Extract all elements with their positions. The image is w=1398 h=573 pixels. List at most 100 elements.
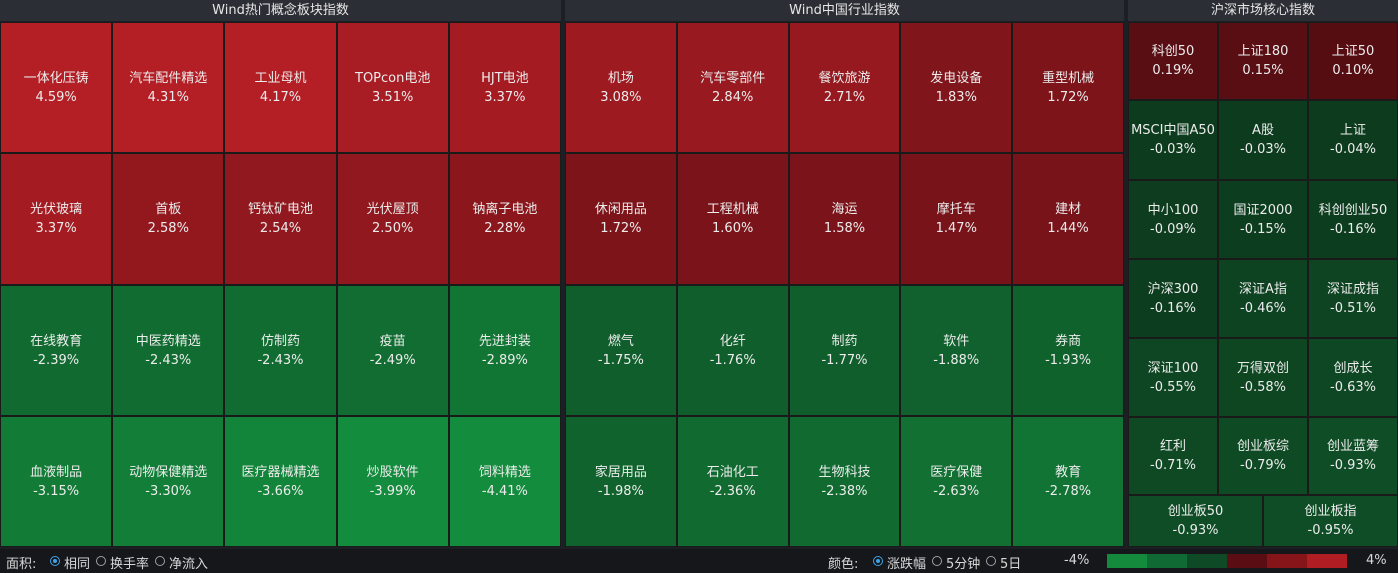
- tile[interactable]: 汽车零部件 2.84%: [676, 22, 789, 153]
- tile[interactable]: 摩托车 1.47%: [900, 153, 1013, 285]
- tile[interactable]: 钠离子电池 2.28%: [448, 153, 561, 285]
- tile[interactable]: 上证 -0.04%: [1308, 100, 1398, 180]
- tile[interactable]: 光伏屋顶 2.50%: [336, 153, 449, 285]
- tile-change: -0.03%: [1150, 142, 1196, 157]
- tile-name: 首板: [155, 202, 182, 217]
- radio-label[interactable]: 5分钟: [946, 557, 981, 572]
- scale-min: -4%: [1064, 553, 1090, 568]
- tile[interactable]: 餐饮旅游 2.71%: [788, 22, 901, 153]
- tile[interactable]: 深证100 -0.55%: [1128, 338, 1218, 417]
- radio-button[interactable]: [155, 556, 165, 566]
- tile[interactable]: 炒股软件 -3.99%: [336, 416, 449, 547]
- tile[interactable]: 燃气 -1.75%: [565, 285, 677, 416]
- tile[interactable]: 创业板50 -0.93%: [1128, 495, 1263, 547]
- tile[interactable]: 家居用品 -1.98%: [565, 416, 677, 547]
- tile-change: 0.19%: [1152, 63, 1194, 78]
- tile[interactable]: 工业母机 4.17%: [224, 22, 337, 153]
- tile[interactable]: 红利 -0.71%: [1128, 417, 1218, 495]
- tile[interactable]: 汽车配件精选 4.31%: [112, 22, 225, 153]
- tile-change: 2.84%: [712, 89, 754, 105]
- tile-change: 3.08%: [600, 89, 642, 105]
- tile[interactable]: 创成长 -0.63%: [1308, 338, 1398, 417]
- tile[interactable]: 科创创业50 -0.16%: [1308, 180, 1398, 259]
- panel-title: Wind热门概念板块指数: [0, 0, 561, 21]
- tile[interactable]: 首板 2.58%: [112, 153, 225, 285]
- tile[interactable]: 深证A指 -0.46%: [1218, 259, 1308, 338]
- radio-button[interactable]: [932, 556, 942, 566]
- tile[interactable]: 国证2000 -0.15%: [1218, 180, 1308, 259]
- tile[interactable]: 钙钛矿电池 2.54%: [224, 153, 337, 285]
- tile-change: -0.46%: [1240, 300, 1286, 316]
- radio-button[interactable]: [96, 556, 106, 566]
- tile-change: -2.39%: [33, 352, 80, 368]
- tile-name: 汽车配件精选: [129, 70, 208, 86]
- radio-label[interactable]: 相同: [64, 557, 91, 572]
- tile[interactable]: 机场 3.08%: [565, 22, 677, 153]
- tile[interactable]: 医疗保健 -2.63%: [900, 416, 1013, 547]
- radio-button[interactable]: [986, 556, 996, 566]
- radio-label[interactable]: 涨跌幅: [887, 557, 927, 572]
- tile-name: 工程机械: [706, 202, 759, 217]
- tile[interactable]: HJT电池 3.37%: [448, 22, 561, 153]
- tile-change: -2.38%: [821, 483, 868, 499]
- tile[interactable]: 血液制品 -3.15%: [0, 416, 113, 547]
- tile[interactable]: 重型机械 1.72%: [1012, 22, 1124, 153]
- tile-name: HJT电池: [481, 70, 529, 86]
- tile-name: 医疗保健: [930, 464, 983, 480]
- tile[interactable]: TOPcon电池 3.51%: [336, 22, 449, 153]
- tile-name: 疫苗: [379, 333, 406, 349]
- tile[interactable]: 建材 1.44%: [1012, 153, 1124, 285]
- tile-change: 3.37%: [484, 89, 526, 105]
- tile[interactable]: 科创50 0.19%: [1128, 22, 1218, 100]
- tile[interactable]: 创业蓝筹 -0.93%: [1308, 417, 1398, 495]
- tile[interactable]: 动物保健精选 -3.30%: [112, 416, 225, 547]
- tile[interactable]: 上证50 0.10%: [1308, 22, 1398, 100]
- tile[interactable]: 沪深300 -0.16%: [1128, 259, 1218, 338]
- tile[interactable]: 制药 -1.77%: [788, 285, 901, 416]
- tile[interactable]: 疫苗 -2.49%: [336, 285, 449, 416]
- tile[interactable]: 上证180 0.15%: [1218, 22, 1308, 100]
- radio-label[interactable]: 净流入: [169, 557, 209, 572]
- tile[interactable]: 先进封装 -2.89%: [448, 285, 561, 416]
- tile[interactable]: 万得双创 -0.58%: [1218, 338, 1308, 417]
- tile[interactable]: 券商 -1.93%: [1012, 285, 1124, 416]
- tile[interactable]: 深证成指 -0.51%: [1308, 259, 1398, 338]
- tile[interactable]: 光伏玻璃 3.37%: [0, 153, 113, 285]
- tile[interactable]: 化纤 -1.76%: [676, 285, 789, 416]
- tile[interactable]: 教育 -2.78%: [1012, 416, 1124, 547]
- tile[interactable]: 发电设备 1.83%: [900, 22, 1013, 153]
- radio-button[interactable]: [873, 556, 883, 566]
- tile-change: 3.37%: [35, 221, 77, 236]
- tile[interactable]: MSCI中国A50 -0.03%: [1128, 100, 1218, 180]
- tile[interactable]: 生物科技 -2.38%: [788, 416, 901, 547]
- tile[interactable]: 工程机械 1.60%: [676, 153, 789, 285]
- tile[interactable]: 中医药精选 -2.43%: [112, 285, 225, 416]
- tile[interactable]: 饲料精选 -4.41%: [448, 416, 561, 547]
- tile-change: 1.44%: [1047, 221, 1089, 236]
- tile[interactable]: 软件 -1.88%: [900, 285, 1013, 416]
- tile[interactable]: 石油化工 -2.36%: [676, 416, 789, 547]
- tile[interactable]: 在线教育 -2.39%: [0, 285, 113, 416]
- tile[interactable]: 创业板指 -0.95%: [1263, 495, 1398, 547]
- tile-name: 创业板50: [1167, 504, 1224, 519]
- radio-label[interactable]: 换手率: [110, 557, 150, 572]
- tile-change: -1.93%: [1045, 352, 1092, 368]
- tile[interactable]: 休闲用品 1.72%: [565, 153, 677, 285]
- tile-name: 休闲用品: [594, 202, 647, 217]
- tile[interactable]: 中小100 -0.09%: [1128, 180, 1218, 259]
- tile[interactable]: 创业板综 -0.79%: [1218, 417, 1308, 495]
- radio-button[interactable]: [50, 556, 60, 566]
- tile-name: 饲料精选: [478, 464, 531, 480]
- tile-change: 1.47%: [935, 221, 977, 236]
- tile[interactable]: A股 -0.03%: [1218, 100, 1308, 180]
- tile-name: 石油化工: [706, 464, 759, 480]
- tile-change: 0.10%: [1332, 63, 1374, 78]
- radio-label[interactable]: 5日: [1000, 557, 1022, 572]
- tile[interactable]: 一体化压铸 4.59%: [0, 22, 113, 153]
- tile[interactable]: 仿制药 -2.43%: [224, 285, 337, 416]
- tile[interactable]: 海运 1.58%: [788, 153, 901, 285]
- tile-change: -2.78%: [1045, 483, 1092, 499]
- tile[interactable]: 医疗器械精选 -3.66%: [224, 416, 337, 547]
- tile-change: -0.79%: [1240, 458, 1286, 473]
